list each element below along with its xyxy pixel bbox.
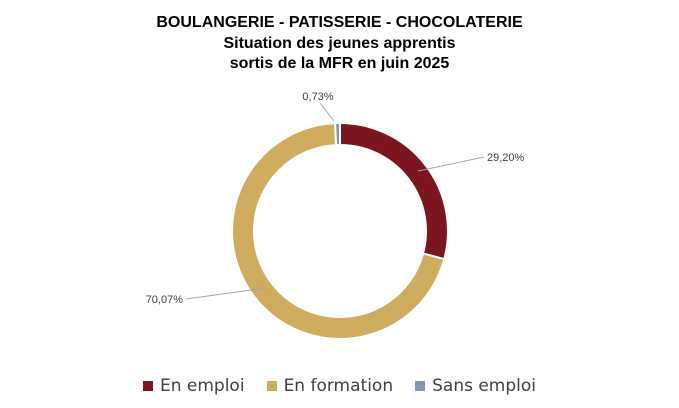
- chart-title-line-2: Situation des jeunes apprentis: [223, 35, 456, 52]
- chart-title-line-3: sortis de la MFR en juin 2025: [229, 55, 450, 72]
- legend-item-en-formation: En formation: [266, 376, 394, 396]
- legend-item-en-emploi: En emploi: [142, 376, 245, 396]
- data-label: 0,73%: [302, 91, 333, 103]
- legend-swatch: [266, 381, 277, 391]
- donut-slice-en-emploi: [339, 121, 449, 261]
- legend-label: Sans emploi: [432, 376, 537, 396]
- leader-line: [319, 102, 335, 122]
- data-label: 70,07%: [146, 294, 184, 306]
- leader-line: [185, 287, 267, 300]
- legend-label: En emploi: [159, 376, 245, 396]
- leader-line: [417, 156, 485, 172]
- data-label: 29,20%: [487, 152, 525, 164]
- legend-swatch: [415, 381, 426, 391]
- donut-slice-en-formation: [231, 122, 446, 340]
- legend: En emploi En formation Sans emploi: [0, 376, 679, 396]
- donut-slice-sans-emploi: [334, 121, 341, 147]
- legend-swatch: [142, 381, 153, 391]
- legend-label: En formation: [283, 376, 394, 396]
- legend-item-sans-emploi: Sans emploi: [415, 376, 536, 396]
- chart-title-line-1: BOULANGERIE - PATISSERIE - CHOCOLATERIE: [156, 14, 523, 31]
